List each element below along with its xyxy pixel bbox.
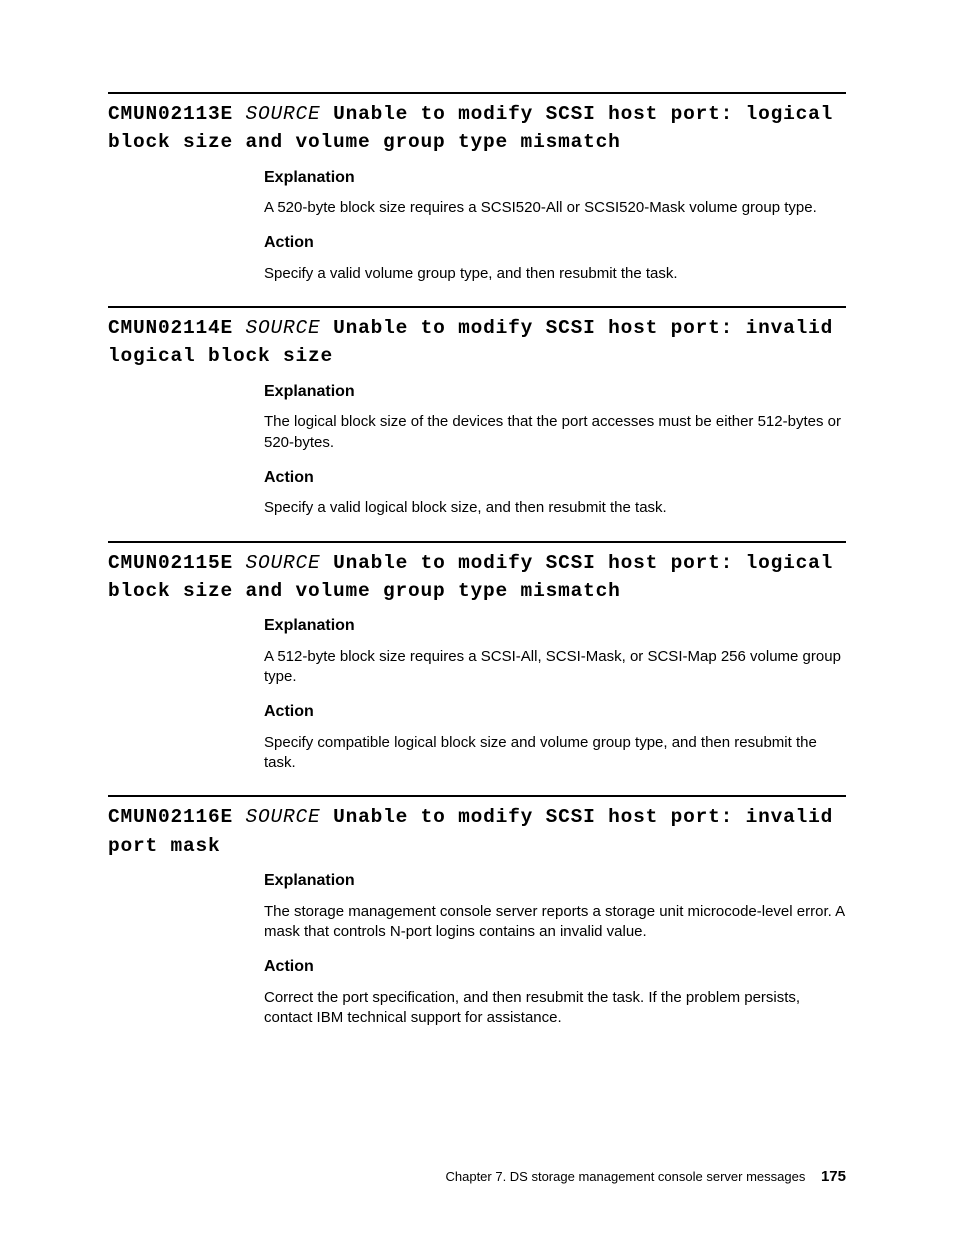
- message-entry: CMUN02115E SOURCE Unable to modify SCSI …: [108, 541, 846, 774]
- action-text: Specify a valid volume group type, and t…: [264, 264, 846, 284]
- page: CMUN02113E SOURCE Unable to modify SCSI …: [0, 0, 954, 1235]
- explanation-heading: Explanation: [264, 870, 846, 892]
- message-source: SOURCE: [246, 552, 321, 574]
- message-entry: CMUN02114E SOURCE Unable to modify SCSI …: [108, 306, 846, 518]
- action-heading: Action: [264, 956, 846, 978]
- message-source: SOURCE: [246, 103, 321, 125]
- message-code: CMUN02116E: [108, 806, 233, 828]
- action-text: Specify compatible logical block size an…: [264, 733, 846, 774]
- explanation-heading: Explanation: [264, 167, 846, 189]
- footer-page-number: 175: [821, 1168, 846, 1185]
- page-footer: Chapter 7. DS storage management console…: [445, 1167, 846, 1187]
- action-heading: Action: [264, 701, 846, 723]
- explanation-text: A 520-byte block size requires a SCSI520…: [264, 198, 846, 218]
- message-code: CMUN02113E: [108, 103, 233, 125]
- message-source: SOURCE: [246, 806, 321, 828]
- action-text: Correct the port specification, and then…: [264, 988, 846, 1029]
- footer-chapter: Chapter 7. DS storage management console…: [445, 1169, 805, 1184]
- explanation-heading: Explanation: [264, 381, 846, 403]
- message-code: CMUN02114E: [108, 317, 233, 339]
- message-body: Explanation The storage management conso…: [264, 870, 846, 1028]
- message-entry: CMUN02113E SOURCE Unable to modify SCSI …: [108, 92, 846, 284]
- explanation-text: A 512-byte block size requires a SCSI-Al…: [264, 647, 846, 688]
- message-body: Explanation A 520-byte block size requir…: [264, 167, 846, 285]
- explanation-text: The storage management console server re…: [264, 902, 846, 943]
- message-header: CMUN02114E SOURCE Unable to modify SCSI …: [108, 314, 846, 371]
- message-body: Explanation The logical block size of th…: [264, 381, 846, 519]
- action-heading: Action: [264, 467, 846, 489]
- message-entry: CMUN02116E SOURCE Unable to modify SCSI …: [108, 795, 846, 1028]
- action-heading: Action: [264, 232, 846, 254]
- explanation-heading: Explanation: [264, 615, 846, 637]
- action-text: Specify a valid logical block size, and …: [264, 498, 846, 518]
- message-body: Explanation A 512-byte block size requir…: [264, 615, 846, 773]
- message-header: CMUN02116E SOURCE Unable to modify SCSI …: [108, 803, 846, 860]
- message-header: CMUN02115E SOURCE Unable to modify SCSI …: [108, 549, 846, 606]
- message-header: CMUN02113E SOURCE Unable to modify SCSI …: [108, 100, 846, 157]
- message-code: CMUN02115E: [108, 552, 233, 574]
- message-source: SOURCE: [246, 317, 321, 339]
- explanation-text: The logical block size of the devices th…: [264, 412, 846, 453]
